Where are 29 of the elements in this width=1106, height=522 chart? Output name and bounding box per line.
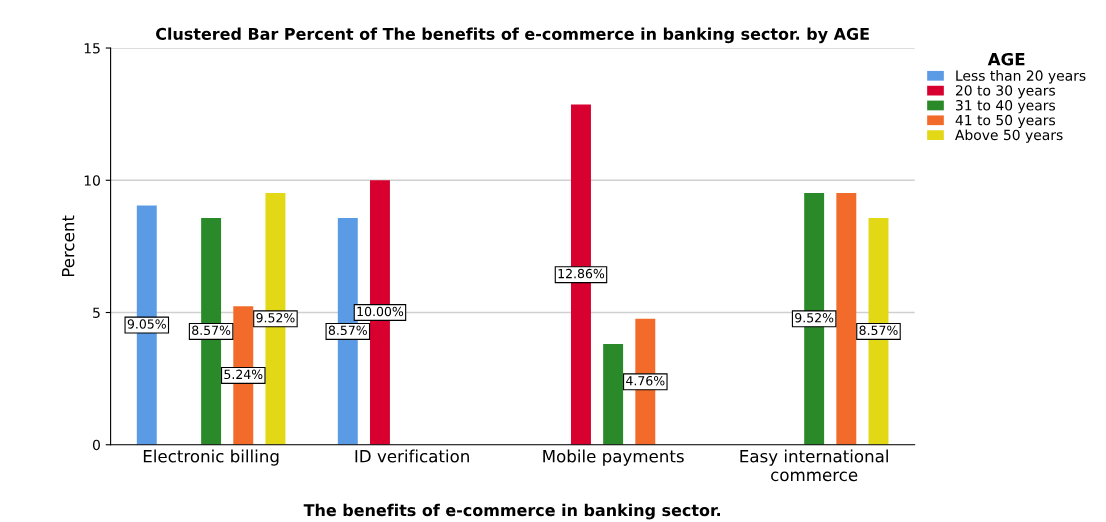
legend-label: Less than 20 years	[956, 70, 1086, 84]
y-axis-title: Percent	[62, 215, 75, 277]
bar	[836, 192, 857, 445]
legend-label: 20 to 30 years	[955, 85, 1056, 99]
x-tick-label: Easy international commerce	[740, 449, 888, 482]
data-label: 5.24%	[224, 369, 263, 380]
data-label: 8.57%	[192, 325, 231, 336]
x-tick-label: ID verification	[355, 449, 469, 463]
y-tick-label: 15	[84, 43, 100, 54]
x-axis-title: The benefits of e-commerce in banking sector.	[303, 503, 721, 520]
legend-label: 31 to 40 years	[956, 100, 1056, 114]
data-label: 9.05%	[127, 319, 166, 329]
y-tick-label: 0	[92, 439, 100, 451]
data-label: 9.52%	[256, 313, 295, 323]
y-tick-label: 10	[84, 175, 100, 186]
x-tick-label: Electronic billing	[143, 449, 279, 466]
x-tick-label: Mobile payments	[543, 449, 684, 466]
legend-label: 41 to 50 years	[955, 114, 1056, 129]
y-tick-label: 5	[93, 307, 100, 318]
bar	[603, 343, 624, 445]
data-label: 12.86%	[558, 268, 605, 279]
data-label: 9.52%	[795, 313, 834, 323]
data-label: 8.57%	[859, 325, 898, 336]
chart-title: Clustered Bar Percent of The benefits of e-commerce in banking sector. by AGE	[156, 27, 869, 44]
data-label: 10.00%	[357, 306, 404, 317]
legend-title: AGE	[987, 52, 1025, 66]
legend-label: Above 50 years	[955, 129, 1063, 143]
data-label: 4.76%	[626, 375, 665, 386]
data-label: 8.57%	[328, 325, 367, 336]
